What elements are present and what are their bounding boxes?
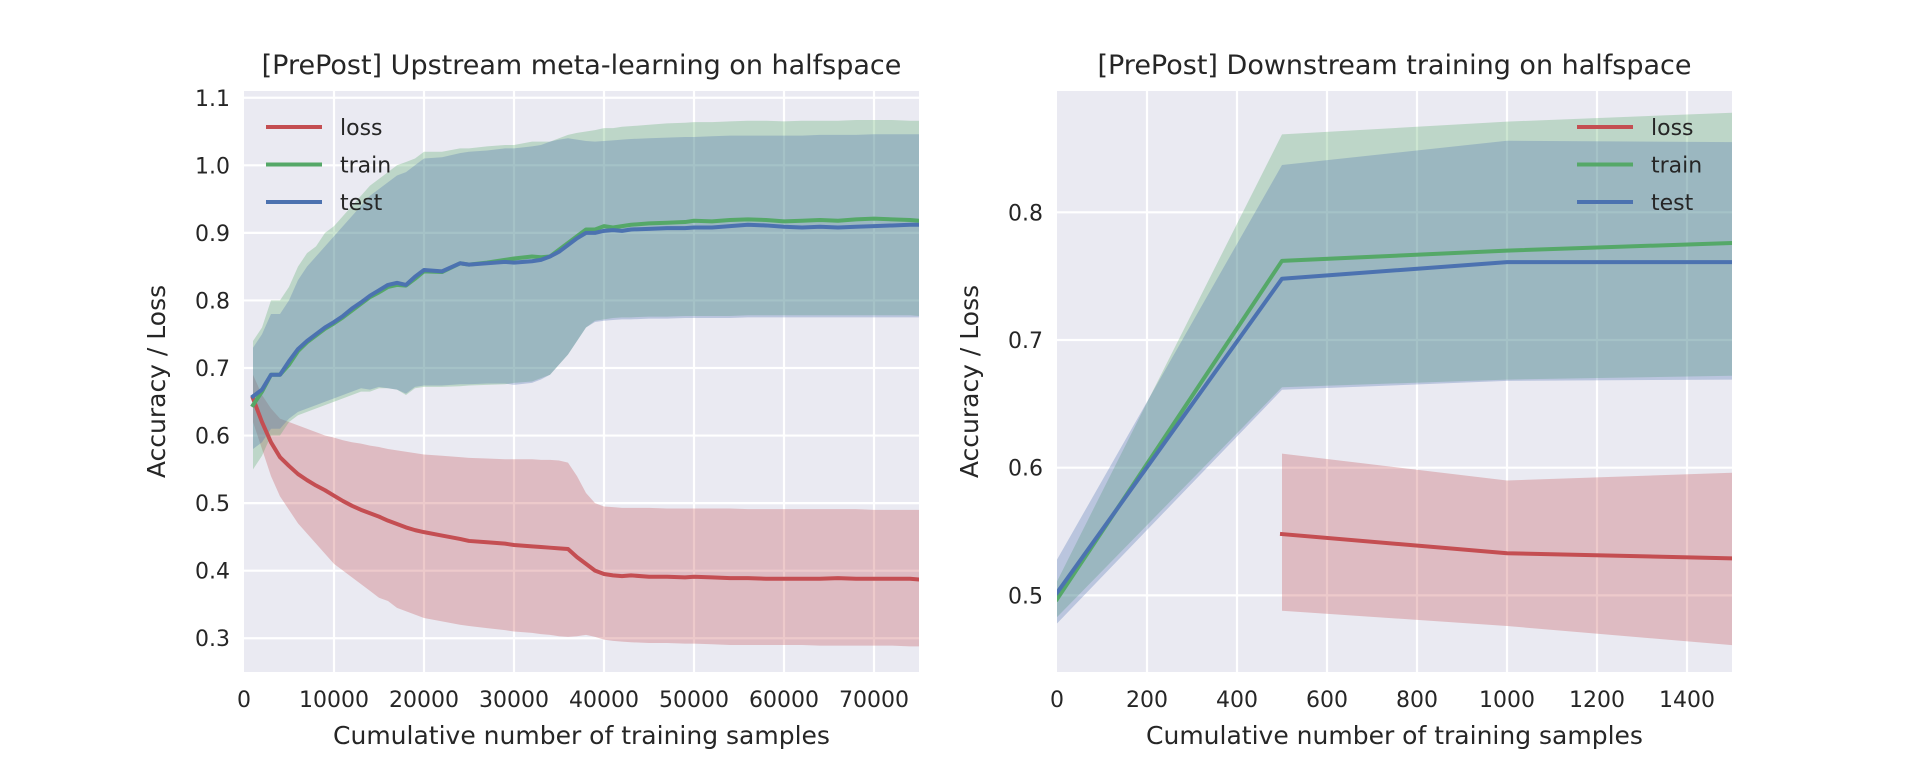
- y-tick-label: 0.5: [1008, 584, 1043, 609]
- x-tick-label: 0: [237, 688, 251, 713]
- legend-label-loss: loss: [340, 116, 383, 141]
- band-train: [253, 120, 919, 470]
- chart-title: [PrePost] Downstream training on halfspa…: [1097, 50, 1691, 81]
- x-tick-label: 60000: [749, 688, 819, 713]
- x-tick-label: 70000: [839, 688, 909, 713]
- series-line-test: [250, 222, 919, 400]
- y-tick-label: 0.8: [1008, 201, 1043, 226]
- y-axis-label: Accuracy / Loss: [142, 285, 171, 478]
- series-line-loss: [1279, 531, 1732, 561]
- x-tick-label: 40000: [569, 688, 639, 713]
- y-tick-label: 0.4: [195, 560, 230, 585]
- series-line-train: [1057, 240, 1732, 602]
- x-tick-label: 30000: [479, 688, 549, 713]
- x-tick-label: 1200: [1569, 688, 1625, 713]
- data-layer: [250, 120, 919, 647]
- y-tick-label: 1.1: [195, 87, 230, 112]
- x-tick-label: 50000: [659, 688, 729, 713]
- legend: loss train test: [1577, 116, 1702, 216]
- x-tick-label: 0: [1050, 688, 1064, 713]
- chart-title: [PrePost] Upstream meta-learning on half…: [262, 50, 902, 81]
- y-tick-label: 0.6: [195, 425, 230, 450]
- x-tick-label: 600: [1306, 688, 1348, 713]
- y-tick-label: 1.0: [195, 154, 230, 179]
- y-tick-label: 0.7: [1008, 329, 1043, 354]
- data-layer: [1057, 112, 1732, 646]
- x-tick-label: 200: [1126, 688, 1168, 713]
- legend-label-loss: loss: [1651, 116, 1694, 141]
- chart-1: 0 10000 20000 30000 40000 50000 60000 70000 0.3 0…: [142, 50, 919, 750]
- x-tick-label: 10000: [299, 688, 369, 713]
- chart-2: 0 200 400 600 800 1000 1200 1400 0.5 0.6 0.7 0.8 [Pr…: [955, 50, 1732, 750]
- y-tick-label: 0.8: [195, 289, 230, 314]
- legend-label-test: test: [340, 191, 383, 216]
- x-axis-label: Cumulative number of training samples: [333, 721, 830, 750]
- band-loss: [1282, 453, 1732, 646]
- grid: [1057, 91, 1732, 672]
- x-tick-label: 20000: [389, 688, 459, 713]
- x-tick-label: 1000: [1479, 688, 1535, 713]
- x-axis-label: Cumulative number of training samples: [1146, 721, 1643, 750]
- x-tick-label: 800: [1396, 688, 1438, 713]
- y-tick-label: 0.3: [195, 627, 230, 652]
- x-tick-label: 400: [1216, 688, 1258, 713]
- legend-label-test: test: [1651, 191, 1694, 216]
- legend-label-train: train: [340, 154, 391, 179]
- legend: loss train test: [266, 116, 391, 216]
- band-train: [1057, 112, 1732, 618]
- band-test: [253, 134, 919, 450]
- y-tick-label: 0.6: [1008, 457, 1043, 482]
- y-tick-label: 0.5: [195, 492, 230, 517]
- series-line-loss: [250, 395, 919, 582]
- plot-area: [1057, 91, 1732, 672]
- x-tick-label: 1400: [1659, 688, 1715, 713]
- y-axis-label: Accuracy / Loss: [955, 285, 984, 478]
- plot-area: [244, 91, 919, 672]
- y-tick-label: 0.9: [195, 222, 230, 247]
- y-tick-label: 0.7: [195, 357, 230, 382]
- series-line-test: [1057, 260, 1732, 596]
- legend-label-train: train: [1651, 154, 1702, 179]
